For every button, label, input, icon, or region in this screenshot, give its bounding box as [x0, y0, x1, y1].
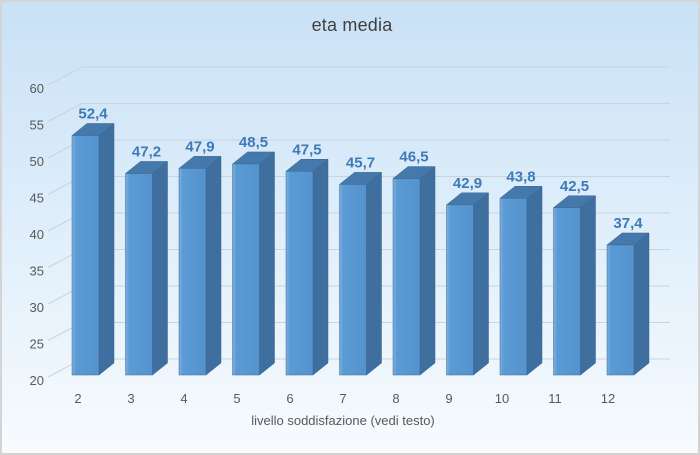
x-axis-tick-label: 3 [127, 391, 134, 406]
x-axis-tick-label: 4 [180, 391, 187, 406]
bar-value-label: 42,5 [560, 178, 589, 195]
y-axis-tick-label: 45 [30, 191, 44, 206]
bar-front-face [499, 198, 528, 376]
y-axis-tick-label: 60 [30, 81, 44, 96]
x-axis-tick-label: 6 [286, 391, 293, 406]
bar-front-face [285, 171, 314, 376]
bar-front-face [339, 184, 367, 376]
bar-front-face [125, 173, 153, 376]
bar-side-face [152, 160, 168, 376]
bar-side-face [366, 171, 382, 376]
bar-value-label: 48,5 [239, 134, 268, 151]
bar-value-label: 52,4 [78, 105, 108, 122]
bar-side-face [633, 232, 650, 376]
x-axis-tick-label: 9 [445, 391, 452, 406]
y-axis-tick-label: 50 [30, 154, 44, 169]
x-axis-title: livello soddisfazione (vedi testo) [251, 413, 435, 428]
bar-side-face [419, 166, 436, 376]
bar-front-face [178, 168, 207, 376]
x-axis-tick-label: 11 [548, 391, 562, 406]
bar-value-label: 46,5 [399, 149, 428, 166]
chart-title: eta media [311, 15, 393, 35]
bar-side-face [205, 155, 222, 376]
bar-value-label: 37,4 [613, 215, 643, 232]
bar-front-face [392, 178, 421, 376]
x-axis-tick-label: 10 [495, 391, 509, 406]
bar-front-face [232, 163, 260, 376]
bar-value-label: 47,9 [185, 138, 214, 155]
bar-value-label: 42,9 [453, 175, 482, 192]
bar-value-label: 45,7 [346, 154, 375, 171]
y-axis-tick-label: 20 [30, 373, 44, 388]
x-axis-tick-label: 8 [392, 391, 399, 406]
x-axis-tick-label: 7 [339, 391, 346, 406]
x-axis-tick-label: 5 [233, 391, 240, 406]
bar-front-face [446, 204, 474, 376]
bar-side-face [98, 122, 115, 376]
bar-side-face [473, 192, 489, 376]
bar-side-face [312, 158, 329, 376]
y-tick-connector [47, 66, 83, 86]
bar-side-face [526, 185, 543, 376]
y-axis-tick-label: 55 [30, 118, 44, 133]
bar-front-face [606, 244, 635, 376]
bar-side-face [580, 195, 596, 376]
bar-side-face [259, 151, 275, 376]
y-axis-tick-label: 40 [30, 227, 44, 242]
bar-front-face [71, 135, 100, 376]
y-tick-connector [47, 103, 83, 122]
y-axis-tick-label: 35 [30, 264, 44, 279]
y-axis-tick-label: 30 [30, 300, 44, 315]
y-axis-tick-label: 25 [30, 337, 44, 352]
bar-front-face [553, 207, 581, 376]
bar-value-label: 43,8 [506, 168, 535, 185]
x-axis-tick-label: 2 [74, 391, 81, 406]
x-axis-tick-label: 12 [601, 391, 615, 406]
bar-value-label: 47,5 [292, 141, 321, 158]
bar-value-label: 47,2 [132, 143, 161, 160]
